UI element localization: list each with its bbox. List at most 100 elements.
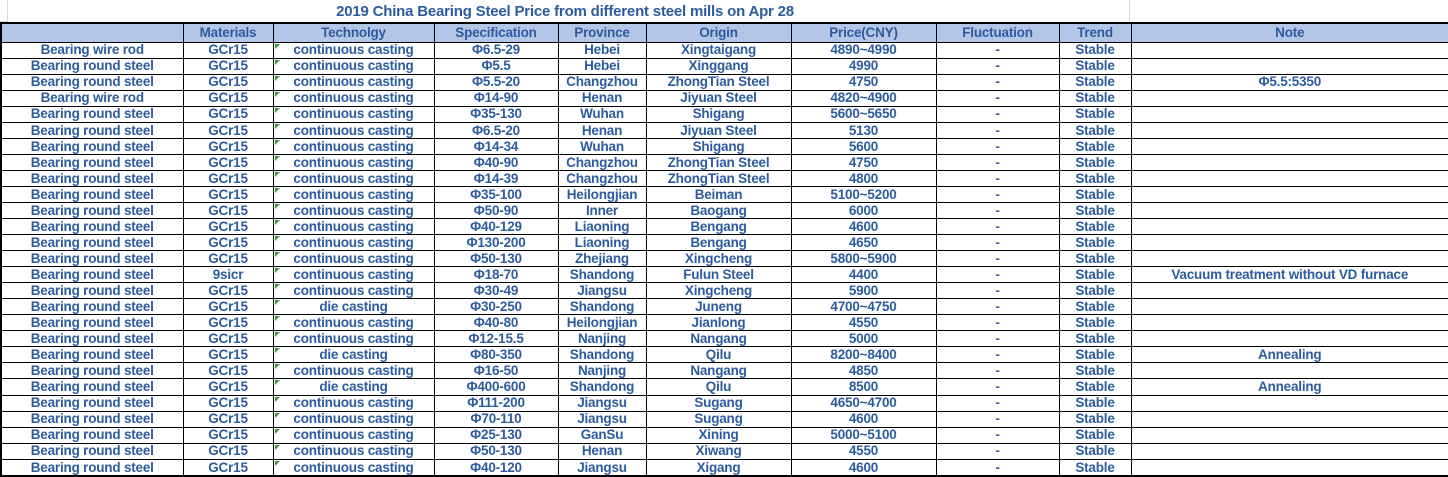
cell-name: Bearing round steel — [0, 442, 184, 460]
table-row: Bearing round steel GCr15 continuous casti… — [0, 57, 1448, 75]
cell-technology-label: continuous casting — [293, 154, 414, 170]
cell-note: Annealing — [1130, 346, 1448, 364]
cell-province: Jiangsu — [557, 282, 647, 300]
cell-name: Bearing round steel — [0, 137, 184, 155]
cell-technology-label: continuous casting — [293, 427, 414, 443]
cell-technology: continuous casting — [272, 362, 435, 380]
table-row: Bearing round steel GCr15 die casting Φ400-… — [0, 378, 1448, 396]
cell-specification: Φ18-70 — [433, 266, 559, 284]
column-header-technology: Technolgy — [272, 22, 435, 43]
cell-fluctuation: - — [935, 410, 1060, 428]
cell-error-flag-icon — [274, 236, 280, 242]
cell-specification: Φ14-39 — [433, 169, 559, 187]
table-row: Bearing round steel 9sicr continuous casti… — [0, 266, 1448, 284]
cell-specification: Φ50-90 — [433, 201, 559, 220]
table-row: Bearing round steel GCr15 continuous casti… — [0, 362, 1448, 380]
cell-materials: GCr15 — [182, 201, 274, 220]
cell-technology: continuous casting — [272, 442, 435, 460]
column-header-price: Price(CNY) — [790, 22, 937, 43]
cell-materials: GCr15 — [182, 137, 274, 155]
cell-materials: GCr15 — [182, 234, 274, 252]
cell-name: Bearing round steel — [0, 378, 184, 396]
cell-fluctuation: - — [935, 105, 1060, 123]
table-row: Bearing round steel GCr15 continuous casti… — [0, 442, 1448, 460]
cell-origin: Qilu — [645, 378, 792, 396]
cell-origin: ZhongTian Steel — [645, 153, 792, 171]
cell-technology-label: continuous casting — [293, 315, 414, 331]
cell-error-flag-icon — [274, 75, 280, 81]
cell-price: 5100~5200 — [790, 185, 937, 203]
cell-province: Liaoning — [557, 234, 647, 252]
cell-name: Bearing round steel — [0, 410, 184, 428]
cell-origin: Xigang — [645, 458, 792, 477]
cell-technology: continuous casting — [272, 266, 435, 284]
cell-price: 5000~5100 — [790, 426, 937, 444]
table-row: Bearing round steel GCr15 continuous casti… — [0, 121, 1448, 139]
column-header-specification: Specification — [433, 22, 559, 43]
cell-province: Shandong — [557, 298, 647, 316]
cell-technology: die casting — [272, 346, 435, 364]
cell-province: Heilongjian — [557, 185, 647, 203]
cell-price: 5130 — [790, 121, 937, 139]
cell-trend: Stable — [1058, 458, 1132, 477]
cell-price: 4550 — [790, 314, 937, 332]
cell-price: 4550 — [790, 442, 937, 460]
cell-specification: Φ70-110 — [433, 410, 559, 428]
cell-specification: Φ40-120 — [433, 458, 559, 477]
cell-price: 4700~4750 — [790, 298, 937, 316]
cell-price: 5900 — [790, 282, 937, 300]
cell-fluctuation: - — [935, 362, 1060, 380]
cell-materials: GCr15 — [182, 105, 274, 123]
cell-specification: Φ6.5-20 — [433, 121, 559, 139]
cell-technology-label: die casting — [319, 347, 388, 363]
cell-technology: continuous casting — [272, 57, 435, 75]
cell-specification: Φ16-50 — [433, 362, 559, 380]
cell-error-flag-icon — [274, 107, 280, 113]
table-row: Bearing round steel GCr15 continuous casti… — [0, 169, 1448, 187]
cell-price: 5600~5650 — [790, 105, 937, 123]
gridline — [0, 21, 8, 22]
cell-technology-label: continuous casting — [293, 106, 414, 122]
cell-province: Inner — [557, 201, 647, 220]
cell-note — [1130, 137, 1448, 155]
cell-specification: Φ14-34 — [433, 137, 559, 155]
cell-technology: continuous casting — [272, 105, 435, 123]
cell-error-flag-icon — [274, 268, 280, 274]
cell-fluctuation: - — [935, 394, 1060, 412]
cell-name: Bearing round steel — [0, 266, 184, 284]
cell-materials: GCr15 — [182, 218, 274, 236]
cell-origin: Bengang — [645, 218, 792, 236]
table-row: Bearing round steel GCr15 die casting Φ30-2… — [0, 298, 1448, 316]
table-row: Bearing round steel GCr15 continuous casti… — [0, 426, 1448, 444]
table-row: Bearing round steel GCr15 continuous casti… — [0, 250, 1448, 268]
cell-materials: GCr15 — [182, 362, 274, 380]
cell-technology-label: continuous casting — [293, 443, 414, 459]
column-header-note: Note — [1130, 22, 1448, 43]
table-row: Bearing round steel GCr15 continuous casti… — [0, 137, 1448, 155]
table-row: Bearing round steel GCr15 continuous casti… — [0, 394, 1448, 412]
cell-price: 4750 — [790, 73, 937, 91]
cell-technology-label: continuous casting — [293, 218, 414, 234]
table-row: Bearing round steel GCr15 continuous casti… — [0, 314, 1448, 332]
cell-trend: Stable — [1058, 105, 1132, 123]
cell-province: Changzhou — [557, 153, 647, 171]
cell-price: 8200~8400 — [790, 346, 937, 364]
column-header-name — [0, 22, 184, 43]
cell-specification: Φ111-200 — [433, 394, 559, 412]
cell-materials: GCr15 — [182, 185, 274, 203]
cell-note — [1130, 426, 1448, 444]
cell-origin: Xingcheng — [645, 282, 792, 300]
cell-province: Hebei — [557, 41, 647, 59]
cell-province: Nanjing — [557, 362, 647, 380]
cell-materials: GCr15 — [182, 298, 274, 316]
cell-province: Wuhan — [557, 137, 647, 155]
cell-origin: Jiyuan Steel — [645, 89, 792, 107]
cell-technology-label: continuous casting — [293, 202, 414, 218]
cell-name: Bearing round steel — [0, 314, 184, 332]
cell-error-flag-icon — [274, 171, 280, 177]
cell-province: Shandong — [557, 378, 647, 396]
cell-technology-label: die casting — [319, 379, 388, 395]
cell-name: Bearing round steel — [0, 121, 184, 139]
cell-trend: Stable — [1058, 314, 1132, 332]
cell-technology-label: continuous casting — [293, 282, 414, 298]
